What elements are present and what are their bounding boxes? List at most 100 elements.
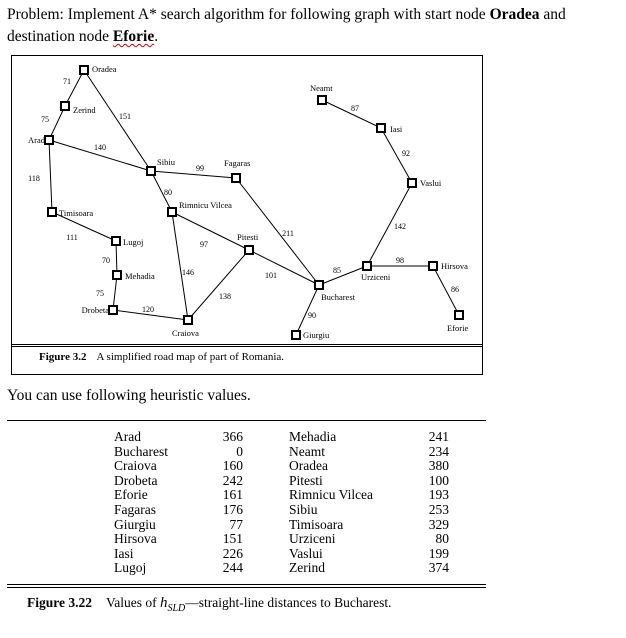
heuristic-left-values: 366 0 160 242 161 176 77 151 226 244 (215, 429, 243, 576)
figure-caption: Figure 3.2 A simplified road map of part … (39, 351, 284, 363)
heuristic-city: Vaslui (289, 545, 323, 561)
heuristic-value: 100 (428, 472, 449, 488)
heuristic-caption-post: —straight-line distances to Bucharest. (185, 595, 392, 610)
edge-hirsova-eforie (432, 265, 460, 316)
heuristic-city: Zerind (289, 560, 325, 576)
node-label: Sibiu (157, 157, 176, 167)
node-label: Arad (28, 135, 46, 145)
heuristic-city: Rimnicu Vilcea (289, 487, 374, 503)
node-square (44, 135, 54, 145)
heuristic-city: Oradea (289, 458, 328, 474)
heuristic-city: Fagaras (114, 501, 156, 517)
edge-distance-label: 75 (96, 289, 104, 298)
edge-mehadia-drobeta (112, 274, 118, 311)
node-square (60, 101, 70, 111)
heuristic-intro: You can use following heuristic values. (7, 387, 251, 404)
node-square (183, 315, 193, 325)
figure-divider (12, 344, 482, 347)
heuristic-value: 253 (428, 501, 449, 517)
heuristic-city: Mehadia (289, 429, 337, 444)
heuristic-value: 160 (222, 458, 243, 474)
problem-prefix: Problem: Implement A* search algorithm f… (7, 6, 490, 23)
node-square (111, 236, 121, 246)
edge-zerind-arad (48, 105, 66, 141)
heuristic-right-values: 241 234 380 100 193 253 329 80 199 374 (421, 429, 450, 576)
heuristic-city: Iasi (114, 545, 134, 561)
heuristic-figure-label: Figure 3.22 (27, 595, 92, 610)
node-eforie: Eforie (447, 310, 468, 333)
heuristic-value: 80 (435, 531, 450, 547)
table-top-rule (7, 420, 486, 421)
node-sibiu: Sibiu (146, 157, 176, 176)
figure-label: Figure 3.2 (39, 351, 87, 363)
node-label: Oradea (92, 64, 117, 74)
heuristic-city: Urziceni (289, 531, 336, 547)
destination-node: Eforie (112, 28, 155, 45)
node-label: Lugoj (123, 237, 143, 247)
edge-timisoara-lugoj (51, 211, 117, 242)
heuristic-value: 0 (236, 443, 243, 459)
graph-nodes: Oradea Zerind Arad Timisoara Lugoj Mehadia Dro… (28, 64, 468, 340)
node-square (314, 280, 324, 290)
node-label: Eforie (447, 323, 468, 333)
edge-pitesti-bucharest (248, 249, 320, 286)
heuristic-value: 161 (222, 487, 243, 503)
table-bottom-rule (7, 584, 486, 585)
heuristic-value: 234 (428, 443, 449, 459)
table-bottom-rule-2 (7, 587, 486, 588)
node-square (167, 207, 177, 217)
heuristic-value: 244 (222, 560, 243, 576)
node-square (244, 245, 254, 255)
node-neamt: Neamt (310, 83, 333, 105)
heuristic-caption-pre: Values of (106, 595, 160, 610)
heuristic-value: 366 (222, 429, 243, 444)
node-label: Hirsova (441, 261, 468, 271)
edge-distance-label: 138 (219, 292, 231, 301)
node-square (291, 330, 301, 340)
romania-map-figure: 71 75 151 140 118 111 70 75 120 99 80 97 146 138 211 10… (11, 55, 483, 375)
edge-vaslui-iasi (380, 127, 413, 184)
node-square (376, 123, 386, 133)
edge-distance-label: 142 (394, 222, 406, 231)
node-label: Rimnicu Vilcea (179, 200, 232, 210)
heuristic-value: 374 (428, 560, 449, 576)
node-label: Craiova (172, 328, 199, 338)
node-label: Mehadia (125, 271, 155, 281)
node-rimnicu-vilcea: Rimnicu Vilcea (167, 200, 232, 217)
node-label: Giurgiu (303, 330, 330, 340)
edge-oradea-sibiu (83, 69, 152, 172)
edge-sibiu-fagaras (150, 170, 237, 179)
heuristic-city: Arad (114, 429, 141, 444)
edge-rimnicu-vilcea-craiova (171, 211, 189, 321)
edge-bucharest-giurgiu (295, 284, 320, 336)
edge-rimnicu-vilcea-pitesti (171, 211, 250, 251)
node-square (428, 261, 438, 271)
node-square (407, 178, 417, 188)
node-drobeta: Drobeta (82, 305, 118, 315)
heuristic-caption: Figure 3.22 Values of hSLD—straight-line … (27, 595, 392, 614)
heuristic-value: 226 (222, 545, 243, 561)
edge-distance-label: 98 (396, 256, 404, 265)
node-hirsova: Hirsova (428, 261, 468, 271)
node-label: Iasi (390, 124, 403, 134)
edge-distance-label: 211 (282, 229, 294, 238)
node-label: Timisoara (59, 208, 93, 218)
edge-distance-label: 85 (333, 266, 341, 275)
problem-statement: Problem: Implement A* search algorithm f… (7, 4, 619, 48)
node-label: Neamt (310, 83, 333, 93)
node-square (454, 310, 464, 320)
node-oradea: Oradea (79, 64, 117, 75)
edge-distance-label: 92 (402, 149, 410, 158)
heuristic-value: 193 (428, 487, 449, 503)
heuristic-city: Giurgiu (114, 516, 156, 532)
edge-iasi-neamt (321, 99, 382, 129)
heuristic-value: 329 (428, 516, 449, 532)
heuristic-city: Craiova (114, 458, 157, 474)
edge-fagaras-bucharest (235, 177, 320, 286)
edge-drobeta-craiova (112, 309, 189, 321)
heuristic-city: Neamt (289, 443, 325, 459)
edge-bucharest-urziceni (318, 265, 368, 286)
node-zerind: Zerind (60, 101, 96, 115)
node-vaslui: Vaslui (407, 178, 442, 188)
edge-distance-label: 101 (265, 271, 277, 280)
